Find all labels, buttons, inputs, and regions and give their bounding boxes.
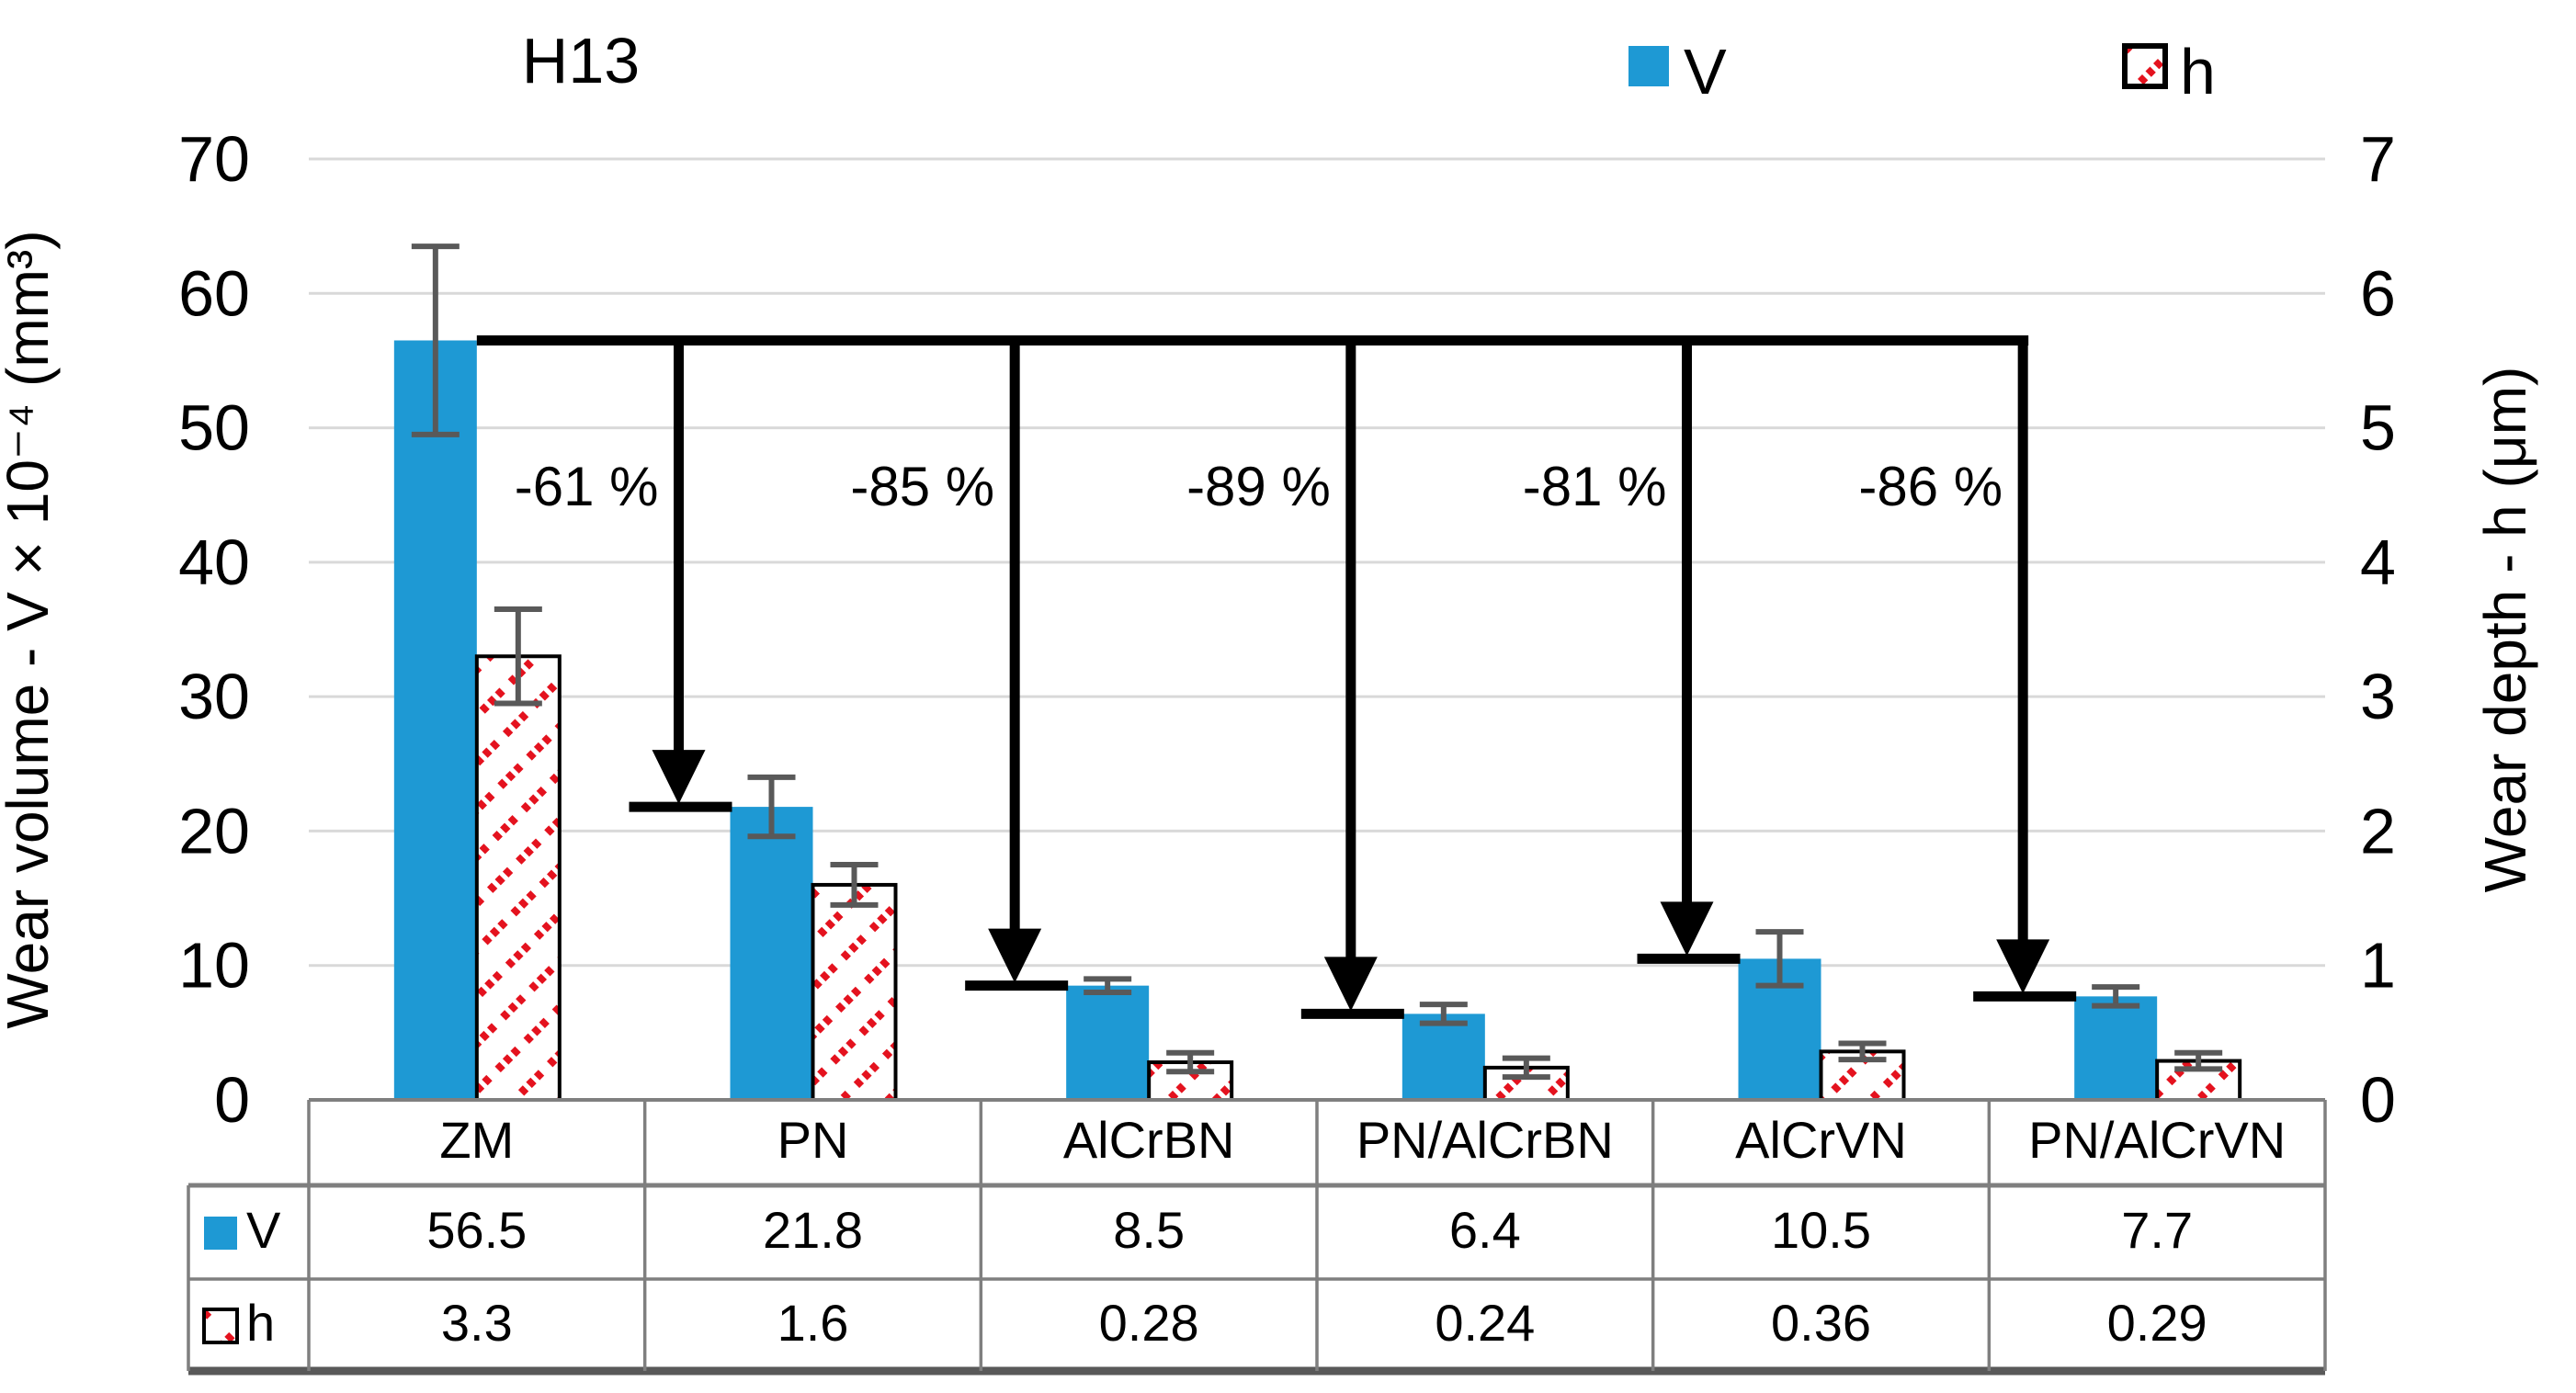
drop-arrowhead-icon-AlCrVN <box>1660 901 1714 957</box>
reduction-annotation-layer: -61 % -85 % -89 % -81 % -86 % <box>476 334 2077 1019</box>
left-axis-tick-label: 30 <box>178 661 250 732</box>
left-axis-tick-label: 10 <box>178 930 250 1002</box>
drop-arrowhead-icon-PN/AlCrVN <box>1996 939 2050 994</box>
table-header-AlCrVN: AlCrVN <box>1735 1111 1907 1169</box>
legend-swatch-h-icon <box>2122 43 2168 89</box>
bar-h-PN <box>811 882 898 1103</box>
table-cell-h-PN/AlCrVN: 0.29 <box>2107 1294 2207 1352</box>
right-axis-tick-label: 5 <box>2360 392 2396 464</box>
left-axis-tick-label: 70 <box>178 123 250 195</box>
data-table-layer: ZM PN AlCrBN PN/AlCrBN AlCrVN PN/AlCrVN 56.5 21… <box>187 1098 2327 1376</box>
table-cell-h-AlCrVN: 0.36 <box>1771 1294 1871 1352</box>
legend-swatch-v-icon <box>1628 46 1669 86</box>
table-header-ZM: ZM <box>439 1111 514 1169</box>
table-row-swatch-h-icon <box>202 1308 239 1344</box>
right-axis-tick-label: 1 <box>2360 930 2396 1002</box>
right-axis-tick-label: 6 <box>2360 257 2396 329</box>
table-cell-h-ZM: 3.3 <box>441 1294 513 1352</box>
left-axis-tick-label: 0 <box>214 1064 250 1136</box>
left-axis-tick-label: 50 <box>178 392 250 464</box>
bars-layer <box>393 340 2242 1103</box>
right-axis-tick-label: 4 <box>2360 527 2396 598</box>
legend-label-h: h <box>2180 36 2216 108</box>
table-cell-h-PN/AlCrBN: 0.24 <box>1435 1294 1535 1352</box>
percent-reduction-label-AlCrVN: -81 % <box>1523 456 1667 517</box>
legend: V h <box>1628 36 2216 108</box>
table-header-PN/AlCrVN: PN/AlCrVN <box>2028 1111 2286 1169</box>
table-cell-V-PN/AlCrVN: 7.7 <box>2121 1201 2193 1259</box>
drop-arrowhead-icon-AlCrBN <box>988 928 1042 983</box>
drop-arrowhead-icon-PN/AlCrBN <box>1323 957 1378 1012</box>
legend-label-v: V <box>1684 36 1727 108</box>
percent-reduction-label-PN: -61 % <box>515 456 659 517</box>
percent-reduction-label-PN/AlCrVN: -86 % <box>1858 456 2003 517</box>
right-axis-tick-label: 0 <box>2360 1064 2396 1136</box>
bar-V-ZM <box>393 340 477 1100</box>
table-cell-V-AlCrBN: 8.5 <box>1113 1201 1185 1259</box>
gridlines-layer <box>309 157 2325 968</box>
percent-reduction-label-PN/AlCrBN: -89 % <box>1186 456 1331 517</box>
table-cell-V-PN/AlCrBN: 6.4 <box>1449 1201 1521 1259</box>
right-axis-tick-label: 7 <box>2360 123 2396 195</box>
right-axis-title: Wear depth - h (μm) <box>2472 367 2538 893</box>
table-row-header-h: h <box>246 1294 275 1352</box>
drop-arrowhead-icon-PN <box>652 750 706 805</box>
table-cell-V-PN: 21.8 <box>763 1201 863 1259</box>
error-bars-layer <box>411 243 2223 1081</box>
left-axis-tick-label: 60 <box>178 257 250 329</box>
left-axis-title: Wear volume - V × 10⁻⁴ (mm³) <box>0 230 61 1028</box>
table-cell-h-PN: 1.6 <box>777 1294 849 1352</box>
table-cell-V-ZM: 56.5 <box>426 1201 527 1259</box>
left-axis-tick-label: 20 <box>178 795 250 866</box>
bar-V-PN/AlCrVN <box>2074 996 2158 1100</box>
table-header-PN: PN <box>777 1111 849 1169</box>
bar-h-ZM <box>474 654 562 1102</box>
right-axis-tick-label: 3 <box>2360 661 2396 732</box>
table-header-AlCrBN: AlCrBN <box>1063 1111 1235 1169</box>
left-axis-tick-label: 40 <box>178 527 250 598</box>
bar-V-PN <box>730 807 813 1100</box>
right-axis-tick-label: 2 <box>2360 795 2396 866</box>
bar-V-PN/AlCrBN <box>1401 1014 1485 1100</box>
percent-reduction-label-AlCrBN: -85 % <box>850 456 994 517</box>
table-row-swatch-v-icon <box>204 1217 237 1250</box>
table-header-PN/AlCrBN: PN/AlCrBN <box>1356 1111 1614 1169</box>
table-cell-V-AlCrVN: 10.5 <box>1771 1201 1871 1259</box>
chart-title: H13 <box>522 25 640 96</box>
table-row-header-V: V <box>246 1201 281 1259</box>
bar-V-AlCrBN <box>1066 985 1150 1100</box>
table-cell-h-AlCrBN: 0.28 <box>1099 1294 1199 1352</box>
